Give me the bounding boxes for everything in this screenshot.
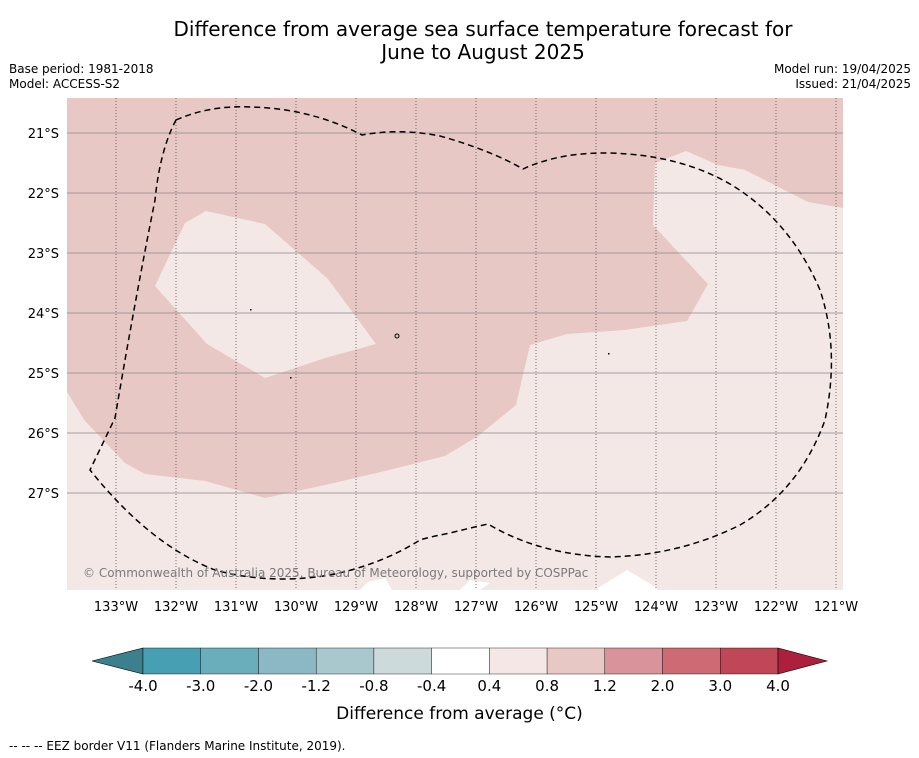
lon-label: 126°W	[514, 600, 558, 615]
meta-right: Model run: 19/04/2025 Issued: 21/04/2025	[774, 62, 911, 92]
lat-label: 21°S	[28, 127, 59, 142]
neutral-patch-1	[360, 578, 392, 590]
colorbar-title: Difference from average (°C)	[336, 704, 583, 724]
colorbar	[91, 647, 829, 675]
neutral-patch-3	[598, 570, 657, 590]
colorbar-segment	[720, 647, 779, 675]
island-marker	[394, 333, 400, 339]
colorbar-segment	[258, 647, 317, 675]
meta-left: Base period: 1981-2018 Model: ACCESS-S2	[9, 62, 154, 92]
lon-label: 129°W	[334, 600, 378, 615]
lat-label: 27°S	[28, 487, 59, 502]
lon-label: 127°W	[454, 600, 498, 615]
longitude-labels: 133°W 132°W 131°W 130°W 129°W 128°W 127°…	[94, 600, 858, 615]
lon-label: 133°W	[94, 600, 138, 615]
colorbar-tick-label: 2.0	[650, 677, 675, 695]
lat-label: 25°S	[28, 367, 59, 382]
colorbar-tick-label: -4.0	[128, 677, 158, 695]
colorbar-tick-label: -2.0	[243, 677, 274, 695]
colorbar-segment	[604, 647, 663, 675]
colorbar-tick-label: -0.8	[359, 677, 389, 695]
eez-border	[89, 106, 833, 580]
latitude-gridlines	[67, 132, 843, 494]
issued-date: Issued: 21/04/2025	[795, 77, 911, 91]
latitude-labels: 21°S 22°S 23°S 24°S 25°S 26°S 27°S	[28, 127, 59, 502]
colorbar-segment	[489, 647, 548, 675]
colorbar-segment	[200, 647, 259, 675]
island-marker	[250, 309, 252, 311]
colorbar-tick-label: 0.4	[477, 677, 502, 695]
lat-label: 22°S	[28, 187, 59, 202]
base-period: Base period: 1981-2018	[9, 62, 154, 76]
colorbar-segment	[431, 647, 490, 675]
colorbar-segment	[142, 647, 201, 675]
colorbar-tick-label: 4.0	[766, 677, 790, 695]
colorbar-segment	[662, 647, 721, 675]
colorbar-tick-label: 0.8	[535, 677, 560, 695]
lon-label: 131°W	[214, 600, 258, 615]
lat-label: 26°S	[28, 427, 59, 442]
colorbar-arrow-high	[777, 647, 829, 675]
copyright-text: © Commonwealth of Australia 2025, Bureau…	[83, 566, 588, 580]
title-line-1: Difference from average sea surface temp…	[173, 17, 793, 41]
colorbar-tick-label: 1.2	[592, 677, 617, 695]
lon-label: 125°W	[574, 600, 618, 615]
colorbar-segment	[315, 647, 375, 675]
neutral-patch-2	[460, 580, 490, 590]
colorbar-tick-label: 3.0	[708, 677, 733, 695]
colorbar-segment	[546, 647, 606, 675]
colorbar-tick-label: -3.0	[186, 677, 216, 695]
colorbar-tick-label: -1.2	[301, 677, 331, 695]
island-marker	[608, 353, 610, 355]
colorbar-tick-label: -0.4	[416, 677, 447, 695]
lon-label: 132°W	[154, 600, 198, 615]
title-line-2: June to August 2025	[381, 40, 585, 64]
lon-label: 124°W	[634, 600, 678, 615]
colorbar-arrow-low	[91, 647, 144, 675]
lon-label: 121°W	[814, 600, 858, 615]
lon-label: 130°W	[274, 600, 318, 615]
model-run: Model run: 19/04/2025	[773, 62, 911, 76]
footnote: -- -- -- EEZ border V11 (Flanders Marine…	[9, 739, 346, 753]
map-title: Difference from average sea surface temp…	[0, 18, 919, 64]
lon-label: 123°W	[694, 600, 738, 615]
anomaly-region-high	[67, 98, 843, 498]
lon-label: 122°W	[754, 600, 798, 615]
colorbar-segment	[373, 647, 432, 675]
model-name: Model: ACCESS-S2	[9, 77, 121, 91]
lon-label: 128°W	[394, 600, 438, 615]
longitude-gridlines	[115, 98, 837, 590]
island-marker	[290, 377, 292, 379]
lat-label: 23°S	[28, 247, 59, 262]
lat-label: 24°S	[28, 307, 59, 322]
